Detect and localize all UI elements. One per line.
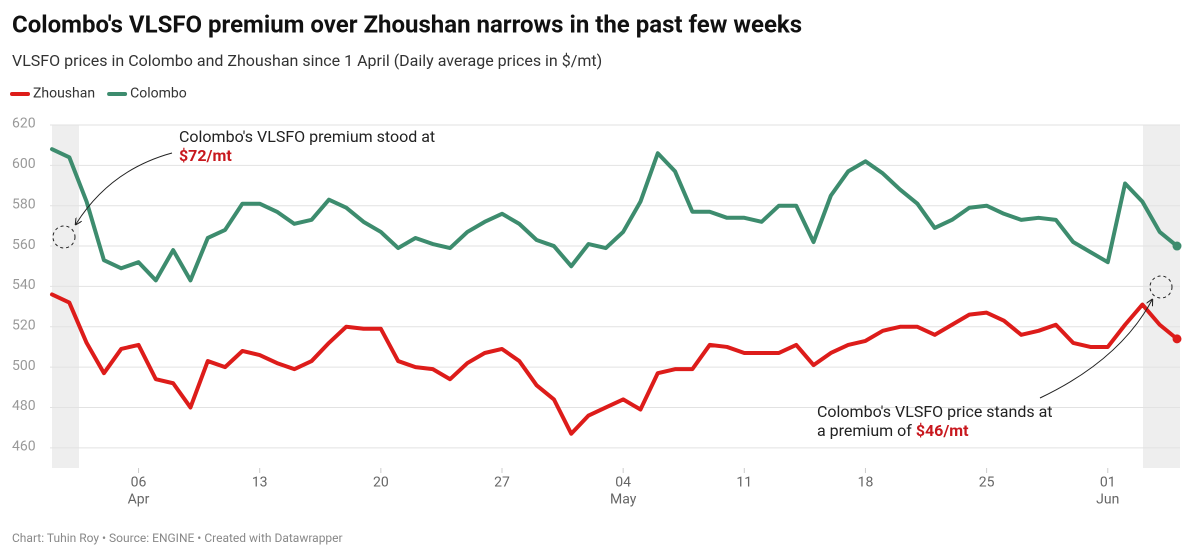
x-tick-label: 06 [131,475,147,491]
callout-circle [52,225,76,249]
annotation-text: $46/mt [916,421,969,440]
y-tick-label: 460 [12,439,36,455]
x-tick-label: 04 [615,475,631,491]
y-tick-label: 620 [12,116,36,132]
x-tick-label: 20 [373,475,389,491]
y-tick-label: 500 [12,358,36,374]
source-note: Chart: Tuhin Roy • Source: ENGINE • Crea… [12,531,343,545]
y-tick-label: 600 [12,156,36,172]
x-tick-label: 11 [736,475,752,491]
annotation: Colombo's VLSFO price stands at [817,402,1053,421]
y-tick-label: 480 [12,398,36,414]
x-tick-label: 18 [858,475,874,491]
end-dot [1172,241,1182,251]
y-tick-label: 520 [12,317,36,333]
legend-label: Zhoushan [33,86,95,102]
x-tick-label: 01 [1100,475,1116,491]
annotation: a premium of $46/mt [817,421,969,440]
end-dot [1172,334,1182,344]
y-tick-label: 540 [12,277,36,293]
annotation-text: a premium of [817,421,916,440]
x-tick-label: 13 [252,475,268,491]
x-tick-label: Jun [1096,492,1119,508]
callout-arrow [1039,300,1152,399]
annotation: $72/mt [179,146,232,165]
series-line [50,292,1179,436]
annotation-text: $72/mt [179,146,232,165]
y-tick-label: 560 [12,237,36,253]
x-tick-label: 27 [494,475,510,491]
x-tick-label: 25 [979,475,995,491]
chart-title: Colombo's VLSFO premium over Zhoushan na… [12,10,802,38]
chart-subtitle: VLSFO prices in Colombo and Zhoushan sin… [12,51,602,70]
series-line [50,147,1179,283]
x-tick-label: Apr [128,492,150,508]
highlight-band [1143,125,1180,468]
annotation: Colombo's VLSFO premium stood at [179,127,435,146]
callout-circle [1149,275,1173,299]
callout-arrow [76,152,173,224]
annotation-text: Colombo's VLSFO price stands at [817,402,1053,421]
y-tick-label: 580 [12,196,36,212]
legend-label: Colombo [130,86,187,102]
x-tick-label: May [610,492,637,508]
annotation-text: Colombo's VLSFO premium stood at [179,127,435,146]
